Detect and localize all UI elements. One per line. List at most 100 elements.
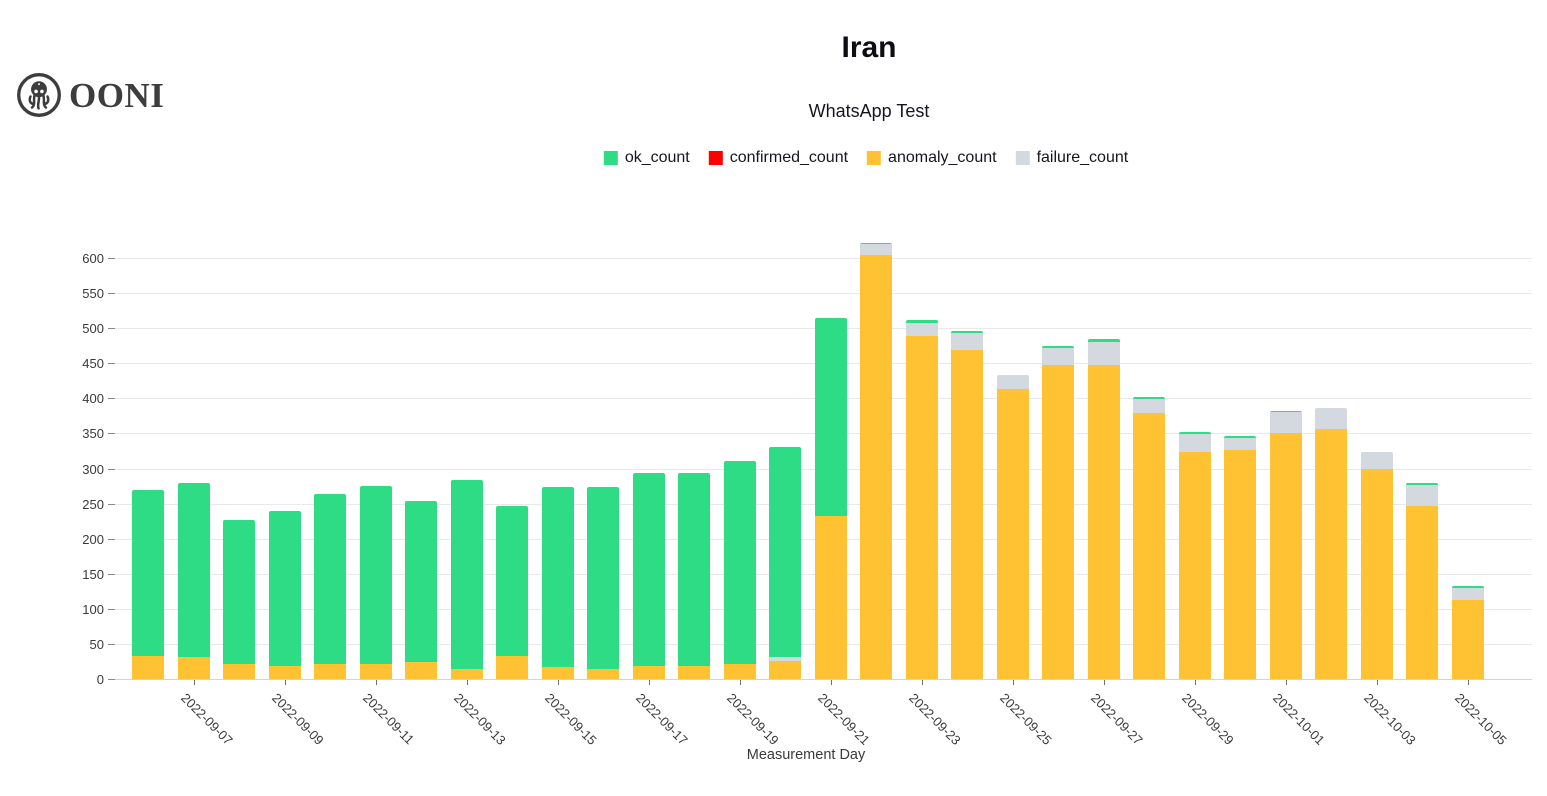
segment-anomaly_count-2022-09-30 [1224, 450, 1256, 679]
bar-2022-09-12[interactable] [405, 501, 437, 679]
segment-failure_count-2022-10-03 [1360, 451, 1393, 470]
ooni-octopus-icon [17, 73, 61, 117]
legend-label-confirmed_count: confirmed_count [729, 149, 849, 166]
legend-item-anomaly_count[interactable]: anomaly_count [867, 149, 997, 167]
bar-2022-10-03[interactable] [1360, 451, 1393, 679]
x-axis-label-2022-10-01: 2022-10-01 [1269, 690, 1328, 748]
bar-2022-09-17[interactable] [632, 473, 665, 679]
segment-ok_count-2022-09-30 [1224, 436, 1256, 438]
segment-ok_count-2022-09-22 [860, 242, 892, 244]
segment-anomaly_count-2022-09-23 [905, 335, 938, 679]
legend-item-confirmed_count[interactable]: confirmed_count [708, 149, 849, 167]
gridline-y-550 [115, 293, 1532, 295]
x-axis-label-2022-10-03: 2022-10-03 [1360, 690, 1419, 748]
x-axis-label-2022-10-05: 2022-10-05 [1451, 690, 1510, 748]
bar-2022-09-14[interactable] [496, 506, 528, 679]
gridline-y-0 [115, 679, 1532, 680]
bar-2022-09-29[interactable] [1178, 432, 1211, 679]
x-axis-label-2022-09-15: 2022-09-15 [541, 690, 600, 748]
bar-2022-09-27[interactable] [1087, 339, 1120, 679]
legend-item-ok_count[interactable]: ok_count [603, 149, 690, 167]
y-tick-50 [108, 643, 115, 645]
x-tick-2022-09-13 [466, 680, 468, 685]
x-tick-2022-09-15 [557, 680, 559, 685]
y-tick-150 [108, 573, 115, 575]
y-tick-550 [108, 293, 115, 295]
bar-2022-10-05[interactable] [1451, 586, 1484, 679]
bar-2022-09-08[interactable] [223, 519, 255, 679]
bar-2022-10-01[interactable] [1269, 410, 1302, 679]
x-axis-label-2022-09-25: 2022-09-25 [996, 690, 1055, 748]
bar-2022-09-13[interactable] [450, 479, 483, 679]
x-tick-2022-09-29 [1194, 680, 1196, 685]
legend-swatch-confirmed_count [708, 151, 723, 165]
bar-2022-09-28[interactable] [1133, 396, 1165, 679]
segment-failure_count-2022-09-27 [1087, 341, 1120, 365]
bar-2022-09-24[interactable] [951, 330, 983, 679]
segment-ok_count-2022-09-10 [314, 493, 346, 665]
segment-ok_count-2022-09-16 [587, 487, 619, 670]
segment-anomaly_count-2022-09-18 [678, 666, 710, 679]
segment-ok_count-2022-10-04 [1406, 483, 1438, 486]
segment-anomaly_count-2022-09-13 [450, 669, 483, 679]
x-tick-2022-09-19 [739, 680, 741, 685]
segment-anomaly_count-2022-09-22 [860, 255, 892, 679]
x-axis-label-2022-09-23: 2022-09-23 [905, 690, 964, 748]
segment-ok_count-2022-09-11 [359, 486, 392, 665]
bar-2022-09-25[interactable] [996, 375, 1029, 679]
segment-ok_count-2022-09-29 [1178, 432, 1211, 435]
bar-2022-09-23[interactable] [905, 320, 938, 679]
segment-failure_count-2022-10-05 [1451, 587, 1484, 600]
segment-ok_count-2022-10-05 [1451, 586, 1484, 588]
legend-swatch-ok_count [603, 151, 618, 165]
bar-2022-09-06[interactable] [132, 490, 164, 679]
segment-anomaly_count-2022-10-04 [1406, 506, 1438, 679]
segment-failure_count-2022-10-02 [1315, 408, 1347, 430]
x-axis-label-2022-09-11: 2022-09-11 [359, 690, 417, 748]
segment-anomaly_count-2022-10-05 [1451, 599, 1484, 679]
ooni-logo[interactable]: OONI [16, 72, 164, 118]
bar-2022-09-21[interactable] [814, 317, 847, 679]
segment-ok_count-2022-09-07 [177, 482, 210, 658]
bar-2022-09-10[interactable] [314, 493, 346, 679]
bar-2022-09-07[interactable] [177, 482, 210, 679]
x-tick-2022-09-07 [193, 680, 195, 685]
bar-2022-09-20[interactable] [769, 447, 801, 679]
bar-2022-09-26[interactable] [1042, 345, 1074, 679]
bar-2022-09-09[interactable] [268, 511, 301, 679]
segment-failure_count-2022-09-20 [769, 657, 801, 661]
bar-2022-09-15[interactable] [541, 487, 574, 679]
bar-2022-09-22[interactable] [860, 242, 892, 679]
x-tick-2022-09-11 [375, 680, 377, 685]
legend-swatch-anomaly_count [867, 151, 882, 165]
y-axis-label-150: 150 [82, 566, 104, 582]
segment-ok_count-2022-09-15 [541, 487, 574, 668]
x-tick-2022-09-27 [1103, 680, 1105, 685]
segment-ok_count-2022-09-17 [632, 473, 665, 666]
segment-failure_count-2022-09-24 [951, 333, 983, 350]
segment-ok_count-2022-09-23 [905, 320, 938, 323]
segment-anomaly_count-2022-10-02 [1315, 429, 1347, 679]
segment-ok_count-2022-09-19 [723, 461, 756, 665]
bar-2022-09-18[interactable] [678, 472, 710, 679]
x-axis-label-2022-09-17: 2022-09-17 [632, 690, 691, 748]
x-tick-2022-10-05 [1467, 680, 1469, 685]
segment-anomaly_count-2022-09-17 [632, 665, 665, 679]
bar-2022-09-16[interactable] [587, 487, 619, 679]
x-tick-2022-09-17 [648, 680, 650, 685]
bar-2022-10-02[interactable] [1315, 408, 1347, 679]
y-axis-label-50: 50 [89, 636, 104, 652]
bar-2022-09-19[interactable] [723, 461, 756, 679]
segment-failure_count-2022-09-23 [905, 322, 938, 336]
segment-anomaly_count-2022-09-29 [1178, 452, 1211, 679]
segment-ok_count-2022-09-18 [678, 472, 710, 667]
segment-ok_count-2022-09-20 [769, 447, 801, 658]
x-axis-label-2022-09-09: 2022-09-09 [268, 690, 327, 748]
segment-anomaly_count-2022-10-01 [1269, 433, 1302, 679]
bar-2022-09-11[interactable] [359, 486, 392, 679]
legend-item-failure_count[interactable]: failure_count [1015, 149, 1128, 167]
bar-2022-10-04[interactable] [1406, 483, 1438, 679]
bar-2022-09-30[interactable] [1224, 436, 1256, 679]
legend: ok_count confirmed_count anomaly_count fail… [603, 149, 1128, 167]
